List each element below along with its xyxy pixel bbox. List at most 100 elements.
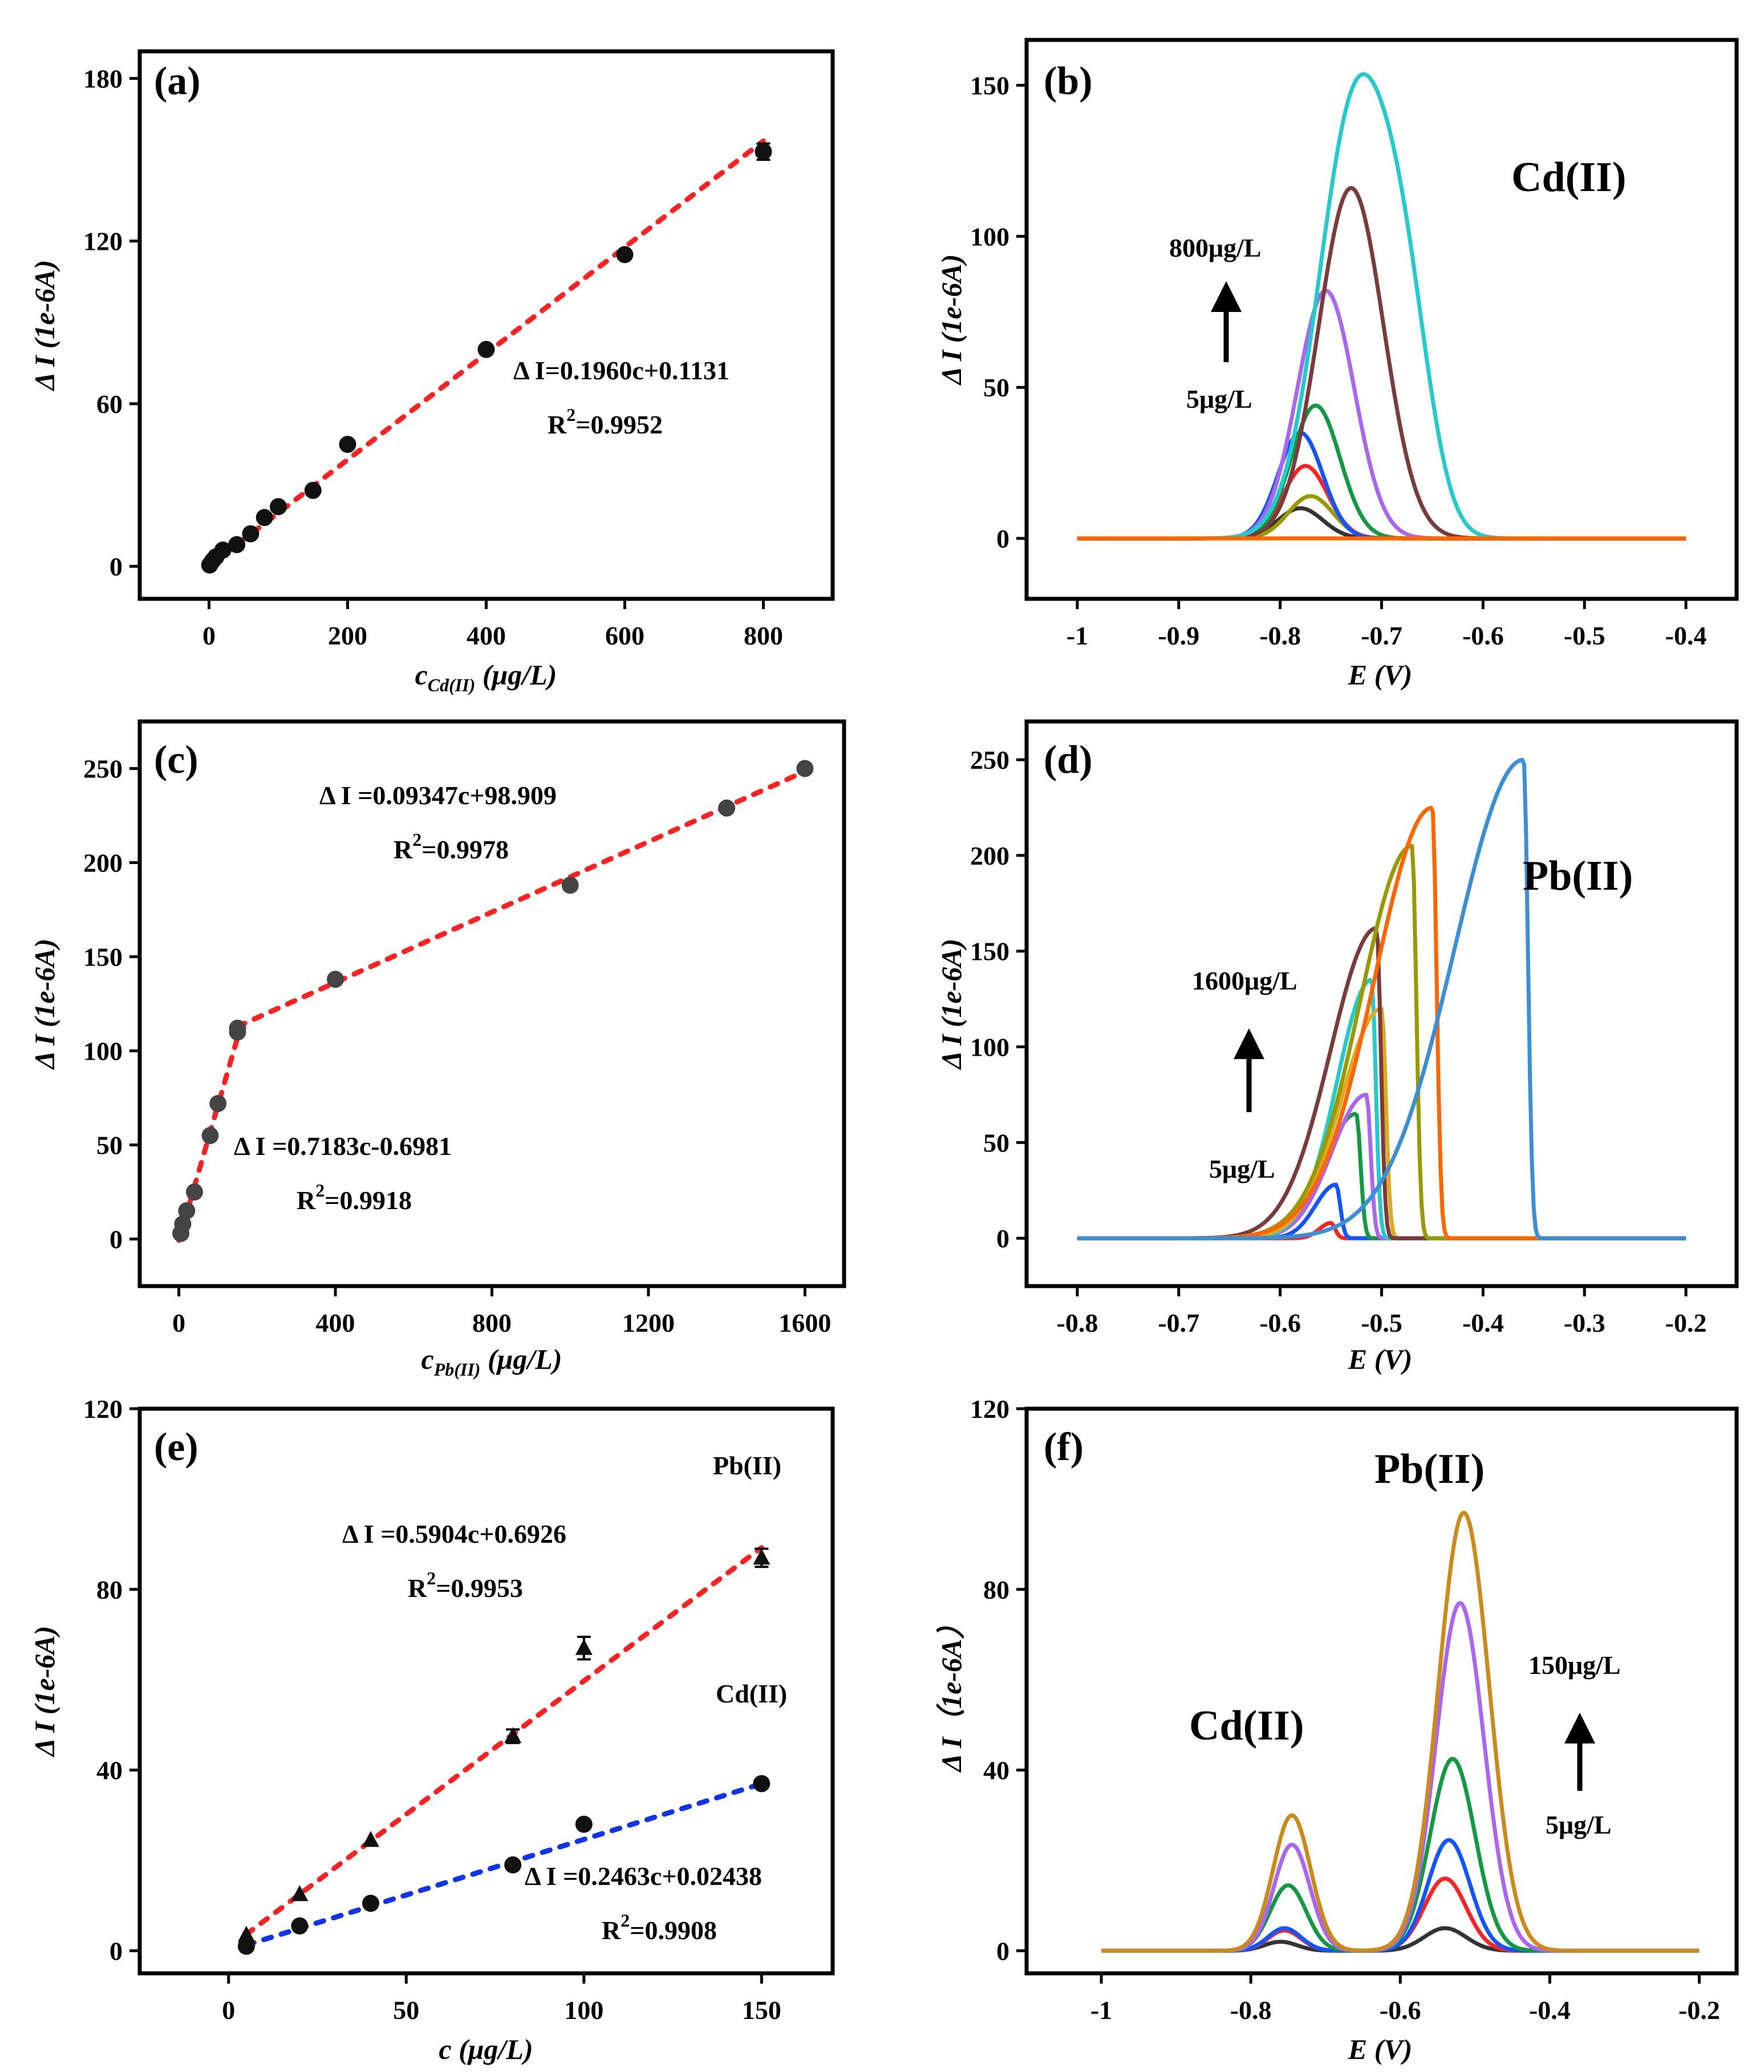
panel-c-ylabel: Δ I (1e-6A) xyxy=(29,939,60,1071)
data-point xyxy=(504,1856,522,1874)
panel-d-plot: -0.8 -0.7 -0.6 -0.5 -0.4 -0.3 -0.2 0 50 100 150 200… xyxy=(970,745,1706,1337)
panel-f-frame xyxy=(1024,1406,1739,1976)
panel-f-low-conc: 5μg/L xyxy=(1546,1810,1612,1839)
x-tick-label: -1 xyxy=(1066,621,1088,650)
x-tick-label: 400 xyxy=(467,621,506,650)
y-tick-label: 40 xyxy=(96,1756,123,1785)
data-point xyxy=(237,1925,255,1942)
data-point xyxy=(339,436,356,453)
data-point xyxy=(616,246,634,263)
panel-c-plot: 0 400 800 1200 1600 0 50 100 150 200 250 xyxy=(83,755,831,1338)
y-tick-label: 50 xyxy=(983,373,1009,402)
y-tick-label: 100 xyxy=(970,222,1009,251)
curve-150 xyxy=(1101,1510,1700,1953)
x-tick-label: -0.2 xyxy=(1665,1308,1707,1337)
data-point xyxy=(242,525,259,542)
panel-b-xlabel: E (V) xyxy=(1348,659,1413,691)
x-tick-label: -0.8 xyxy=(1230,1996,1272,2025)
data-point xyxy=(291,1885,309,1901)
data-point xyxy=(753,1548,771,1565)
x-tick-label: -0.5 xyxy=(1564,621,1605,650)
panel-e-cd-equation: Δ I =0.2463c+0.02438 xyxy=(525,1862,762,1891)
x-tick-label: 800 xyxy=(744,621,783,650)
panel-a-label: (a) xyxy=(154,59,201,103)
panel-c-label: (c) xyxy=(154,738,198,782)
panel-e-plot: 0 50 100 150 0 40 80 120 xyxy=(83,1394,781,2025)
y-tick-label: 120 xyxy=(83,227,123,256)
x-tick-label: -0.2 xyxy=(1678,1996,1720,2025)
data-point xyxy=(209,1094,227,1112)
panel-e: 0 50 100 150 0 40 80 120 (e) Pb(II) Δ I =0.5904… xyxy=(29,1394,835,2065)
panel-e-pb-r2: R2=0.9953 xyxy=(408,1568,523,1603)
x-tick-label: 0 xyxy=(222,1996,235,2025)
panel-b-label: (b) xyxy=(1044,59,1093,103)
y-tick-label: 200 xyxy=(970,841,1009,870)
y-tick-label: 120 xyxy=(83,1394,123,1424)
x-tick-label: 400 xyxy=(316,1308,355,1337)
y-tick-label: 150 xyxy=(970,937,1009,966)
panel-a-ylabel: Δ I (1e-6A) xyxy=(29,260,60,392)
x-tick-label: -0.3 xyxy=(1564,1308,1605,1337)
x-tick-label: -0.8 xyxy=(1259,621,1301,650)
y-tick-label: 100 xyxy=(83,1037,123,1066)
data-point xyxy=(753,1775,771,1793)
panel-c-equation-upper: Δ I =0.09347c+98.909 xyxy=(319,781,557,810)
x-tick-label: -0.5 xyxy=(1361,1308,1402,1337)
x-tick-label: -0.7 xyxy=(1158,1308,1199,1337)
panel-d-ion-label: Pb(II) xyxy=(1523,853,1633,899)
data-point xyxy=(477,340,495,358)
panel-b-low-conc: 5μg/L xyxy=(1186,384,1252,413)
curve-1600 xyxy=(1077,757,1686,1240)
panel-f-plot: -1 -0.8 -0.6 -0.4 -0.2 0 40 80 120 xyxy=(970,1394,1720,2025)
y-tick-label: 50 xyxy=(96,1131,123,1160)
y-tick-label: 250 xyxy=(970,745,1009,775)
x-tick-label: 600 xyxy=(605,621,644,650)
panel-d-xlabel: E (V) xyxy=(1348,1343,1413,1375)
x-tick-label: 1600 xyxy=(778,1308,831,1337)
panel-f: -1 -0.8 -0.6 -0.4 -0.2 0 40 80 120 (f) Pb(II) Cd… xyxy=(935,1394,1739,2065)
x-tick-label: -0.6 xyxy=(1259,1308,1301,1337)
panel-e-cd-r2: R2=0.9908 xyxy=(602,1910,717,1945)
y-tick-label: 40 xyxy=(983,1756,1009,1785)
data-point xyxy=(362,1895,379,1912)
x-tick-label: -0.8 xyxy=(1057,1308,1098,1337)
y-tick-label: 0 xyxy=(996,524,1009,553)
panel-e-frame xyxy=(137,1406,835,1976)
y-tick-label: 80 xyxy=(96,1575,123,1604)
data-point xyxy=(174,1215,192,1233)
panel-f-xlabel: E (V) xyxy=(1348,2033,1413,2065)
y-tick-label: 250 xyxy=(83,755,123,784)
data-point xyxy=(186,1183,204,1201)
x-tick-label: -0.9 xyxy=(1158,621,1199,650)
y-tick-label: 150 xyxy=(970,71,1009,100)
data-point xyxy=(504,1727,522,1743)
panel-b-frame xyxy=(1024,38,1739,601)
panel-e-cd-label: Cd(II) xyxy=(716,1679,787,1708)
panel-b-ylabel: Δ I (1e-6A) xyxy=(935,254,967,386)
panel-e-label: (e) xyxy=(154,1425,198,1469)
fit-line xyxy=(244,1781,764,1948)
data-point xyxy=(291,1917,309,1935)
data-point xyxy=(362,1831,379,1847)
panel-f-cd-label: Cd(II) xyxy=(1189,1702,1304,1749)
x-tick-label: -0.7 xyxy=(1361,621,1402,650)
x-tick-label: -0.4 xyxy=(1462,1308,1504,1337)
fit-line xyxy=(235,769,808,1029)
y-tick-label: 60 xyxy=(96,390,123,419)
panel-d-ylabel: Δ I (1e-6A) xyxy=(935,939,967,1071)
x-tick-label: 0 xyxy=(172,1308,185,1337)
y-tick-label: 0 xyxy=(110,1225,123,1254)
data-point xyxy=(575,1815,593,1833)
y-tick-label: 150 xyxy=(83,943,123,972)
panel-f-pb-label: Pb(II) xyxy=(1374,1446,1485,1493)
panel-a-plot: 0 200 400 600 800 0 60 120 180 xyxy=(83,64,783,650)
y-tick-label: 0 xyxy=(996,1224,1009,1253)
panel-b-plot: -1 -0.9 -0.8 -0.7 -0.6 -0.5 -0.4 0 50 100 150 xyxy=(970,71,1706,650)
y-tick-label: 200 xyxy=(83,849,123,878)
panel-d-low-conc: 5μg/L xyxy=(1209,1154,1275,1183)
panel-d-label: (d) xyxy=(1044,738,1093,782)
panel-a-r2: R2=0.9952 xyxy=(548,404,663,439)
x-tick-label: 800 xyxy=(472,1308,512,1337)
fit-line xyxy=(244,1545,764,1937)
data-point xyxy=(201,1127,219,1144)
